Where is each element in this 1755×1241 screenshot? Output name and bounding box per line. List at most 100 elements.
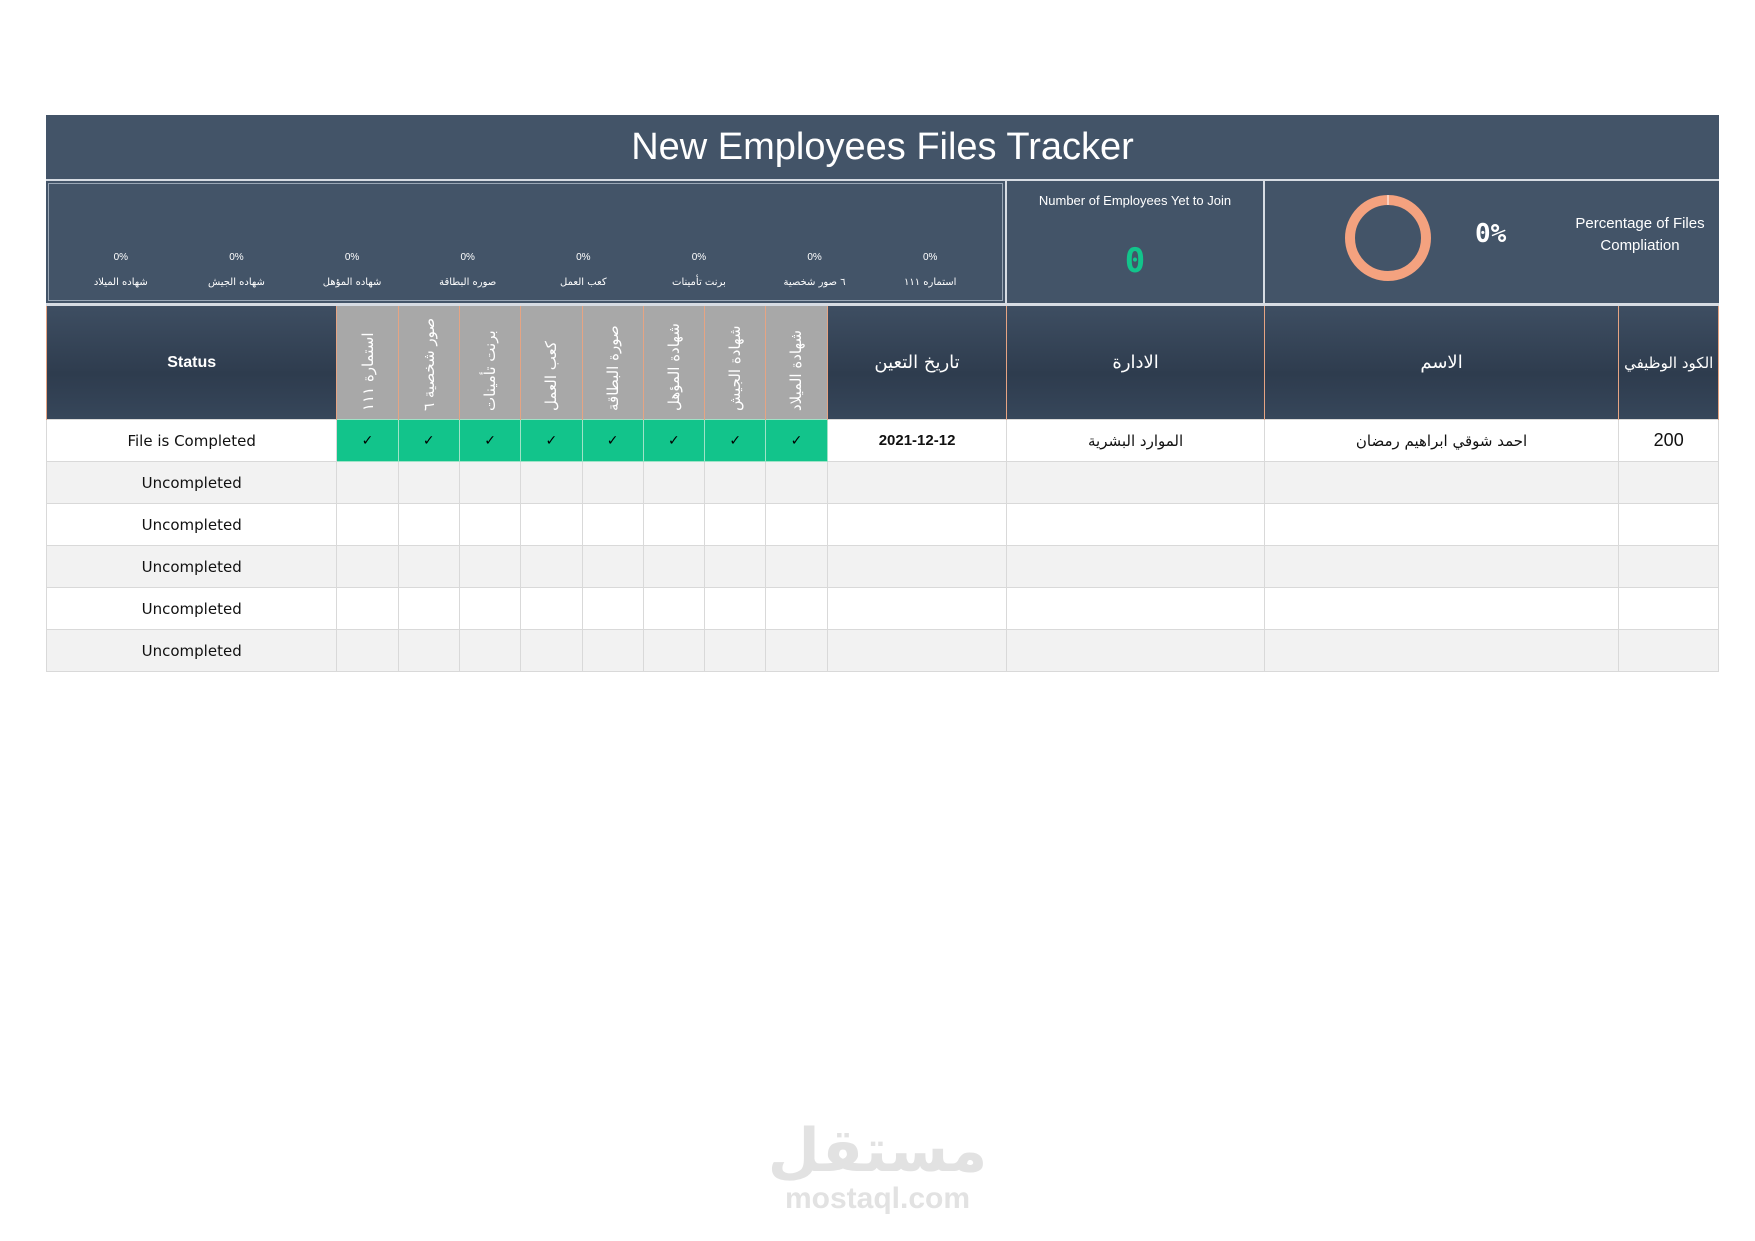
document-check-cell[interactable]: ✓: [642, 419, 706, 462]
employees-table: Status استمارة ١١١ صور شخصية ٦ برنت تأمينا…: [45, 306, 1719, 672]
department-cell[interactable]: [1006, 587, 1265, 630]
document-check-cell[interactable]: [642, 587, 706, 630]
document-percent-label: شهاده الجيش: [207, 277, 265, 288]
document-column-header[interactable]: صورة البطاقة: [581, 306, 644, 420]
hire-date-cell[interactable]: [826, 587, 1008, 630]
status-cell[interactable]: File is Completed: [45, 419, 338, 462]
document-column-header[interactable]: استمارة ١١١: [336, 306, 399, 420]
document-check-cell[interactable]: [336, 503, 399, 546]
document-column-header[interactable]: شهادة المؤهل: [642, 306, 706, 420]
name-cell[interactable]: احمد شوقي ابراهيم رمضان: [1263, 419, 1620, 462]
status-cell[interactable]: Uncompleted: [45, 629, 338, 672]
document-check-cell[interactable]: [397, 587, 460, 630]
document-check-cell[interactable]: ✓: [765, 419, 828, 462]
document-check-cell[interactable]: [581, 587, 644, 630]
document-check-cell[interactable]: ✓: [458, 419, 522, 462]
document-check-cell[interactable]: [765, 461, 828, 504]
document-check-cell[interactable]: [397, 461, 460, 504]
document-check-cell[interactable]: [397, 545, 460, 588]
name-cell[interactable]: [1263, 587, 1620, 630]
document-check-cell[interactable]: [520, 629, 583, 672]
department-cell[interactable]: [1006, 503, 1265, 546]
donut-track: [1345, 195, 1431, 281]
document-check-cell[interactable]: [704, 545, 767, 588]
document-check-cell[interactable]: [642, 629, 706, 672]
document-check-cell[interactable]: [520, 503, 583, 546]
document-check-cell[interactable]: [336, 629, 399, 672]
department-cell[interactable]: [1006, 545, 1265, 588]
document-check-cell[interactable]: [336, 587, 399, 630]
hire-date-cell[interactable]: [826, 503, 1008, 546]
document-check-cell[interactable]: ✓: [520, 419, 583, 462]
document-check-cell[interactable]: [458, 503, 522, 546]
document-check-cell[interactable]: [520, 461, 583, 504]
name-cell[interactable]: [1263, 461, 1620, 504]
document-check-cell[interactable]: [642, 503, 706, 546]
tracker-sheet: New Employees Files Tracker 0% استماره ١١…: [45, 115, 1719, 672]
document-check-cell[interactable]: [458, 545, 522, 588]
document-column-header[interactable]: كعب العمل: [520, 306, 583, 420]
document-column-header-label: شهادة الجيش: [726, 325, 745, 411]
code-cell[interactable]: [1618, 545, 1719, 588]
document-check-cell[interactable]: [704, 629, 767, 672]
status-cell[interactable]: Uncompleted: [45, 545, 338, 588]
department-cell[interactable]: [1006, 629, 1265, 672]
code-cell[interactable]: [1618, 461, 1719, 504]
hire-date-cell[interactable]: [826, 461, 1008, 504]
department-cell[interactable]: [1006, 461, 1265, 504]
document-check-cell[interactable]: [397, 503, 460, 546]
document-percent-label: شهاده المؤهل: [322, 277, 382, 288]
name-cell[interactable]: [1263, 629, 1620, 672]
document-check-cell[interactable]: [336, 545, 399, 588]
document-check-cell[interactable]: [704, 587, 767, 630]
hire-date-cell[interactable]: [826, 545, 1008, 588]
document-column-header[interactable]: برنت تأمينات: [458, 306, 522, 420]
name-column-header[interactable]: الاسم: [1263, 306, 1620, 420]
document-check-cell[interactable]: [765, 587, 828, 630]
document-check-cell[interactable]: [336, 461, 399, 504]
status-column-header[interactable]: Status: [45, 306, 338, 420]
status-cell[interactable]: Uncompleted: [45, 587, 338, 630]
document-check-cell[interactable]: [765, 503, 828, 546]
document-column-header[interactable]: شهادة الميلاد: [765, 306, 828, 420]
hire-date-cell[interactable]: [826, 629, 1008, 672]
document-check-cell[interactable]: [581, 545, 644, 588]
document-check-cell[interactable]: [458, 587, 522, 630]
document-check-cell[interactable]: ✓: [336, 419, 399, 462]
code-column-header[interactable]: الكود الوظيفي: [1618, 306, 1719, 420]
document-check-cell[interactable]: ✓: [581, 419, 644, 462]
name-cell[interactable]: [1263, 503, 1620, 546]
document-check-cell[interactable]: [765, 629, 828, 672]
document-check-cell[interactable]: [642, 461, 706, 504]
status-cell[interactable]: Uncompleted: [45, 503, 338, 546]
code-cell[interactable]: [1618, 629, 1719, 672]
hire-date-column-header[interactable]: تاريخ التعين: [826, 306, 1008, 420]
document-check-cell[interactable]: ✓: [704, 419, 767, 462]
document-check-cell[interactable]: [581, 629, 644, 672]
department-column-header[interactable]: الادارة: [1006, 306, 1265, 420]
document-check-cell[interactable]: [704, 461, 767, 504]
hire-date-cell[interactable]: 2021-12-12: [826, 419, 1008, 462]
document-check-cell[interactable]: [765, 545, 828, 588]
document-percent-item: 0% صوره البطاقة: [410, 252, 526, 288]
document-check-cell[interactable]: [520, 587, 583, 630]
document-check-cell[interactable]: [458, 629, 522, 672]
files-completion-value: 0%: [1475, 219, 1507, 249]
code-cell[interactable]: [1618, 587, 1719, 630]
document-column-header[interactable]: صور شخصية ٦: [397, 306, 460, 420]
department-cell[interactable]: الموارد البشرية: [1006, 419, 1265, 462]
document-check-cell[interactable]: [704, 503, 767, 546]
document-check-cell[interactable]: [642, 545, 706, 588]
document-check-cell[interactable]: [520, 545, 583, 588]
document-percent-value: 0%: [229, 252, 244, 263]
code-cell[interactable]: 200: [1618, 419, 1719, 462]
document-check-cell[interactable]: [581, 503, 644, 546]
code-cell[interactable]: [1618, 503, 1719, 546]
document-column-header[interactable]: شهادة الجيش: [704, 306, 767, 420]
name-cell[interactable]: [1263, 545, 1620, 588]
document-check-cell[interactable]: [581, 461, 644, 504]
document-check-cell[interactable]: [458, 461, 522, 504]
status-cell[interactable]: Uncompleted: [45, 461, 338, 504]
document-check-cell[interactable]: [397, 629, 460, 672]
document-check-cell[interactable]: ✓: [397, 419, 460, 462]
